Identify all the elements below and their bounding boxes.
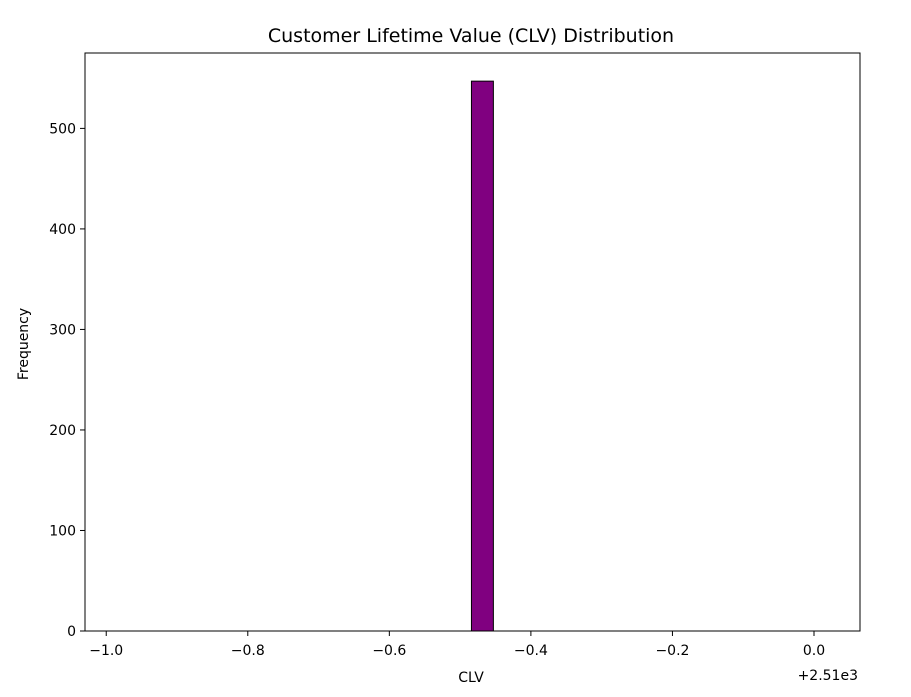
y-tick-label: 0 [67, 624, 76, 640]
y-tick-label: 500 [49, 121, 76, 137]
x-tick-label: −0.2 [655, 643, 689, 659]
x-tick-label: −0.8 [231, 643, 265, 659]
histogram-bar [470, 80, 494, 632]
x-axis-offset-label: +2.51e3 [798, 668, 858, 684]
x-tick-label: 0.0 [803, 643, 825, 659]
axes-frame [84, 52, 861, 632]
y-tick-label: 400 [49, 222, 76, 238]
y-tick-label: 100 [49, 523, 76, 539]
y-tick-label: 300 [49, 322, 76, 338]
x-tick-label: −1.0 [89, 643, 123, 659]
x-tick-label: −0.6 [372, 643, 406, 659]
y-tick-label: 200 [49, 423, 76, 439]
x-tick-label: −0.4 [514, 643, 548, 659]
chart-title: Customer Lifetime Value (CLV) Distributi… [268, 25, 674, 47]
x-axis-label: CLV [458, 670, 484, 686]
plot-area: −1.0 −0.8 −0.6 −0.4 −0.2 0.0 0 100 200 300 400 500 [49, 52, 861, 659]
y-axis-label: Frequency [16, 308, 32, 380]
